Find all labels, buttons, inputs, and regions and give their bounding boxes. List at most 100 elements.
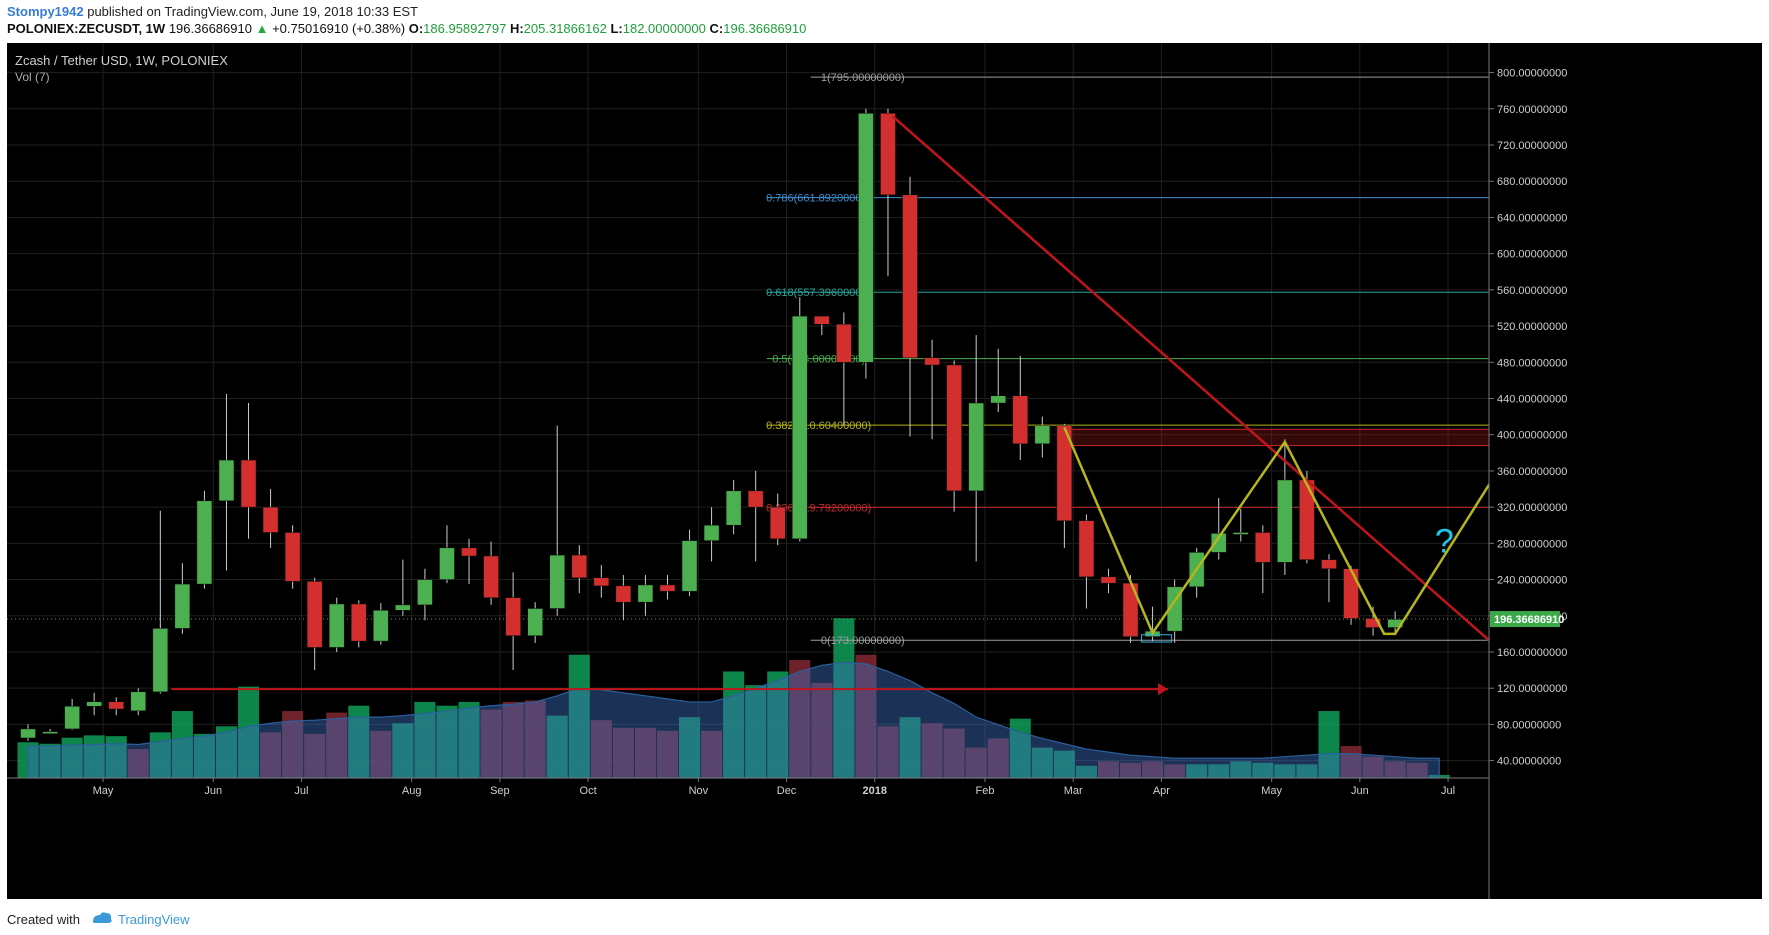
candle-up [439,547,455,580]
candle-up [152,628,169,693]
price-tick-label: 40.00000000 [1497,756,1561,768]
volume-bar [767,671,789,778]
open-label: O: [408,21,424,36]
volume-bar [612,727,634,778]
footer: Created with TradingView [0,900,1769,935]
volume-bar [855,654,877,778]
volume-bar [1362,756,1384,778]
candle-down [880,113,896,196]
volume-bar [987,738,1009,778]
price-tick-label: 760.00000000 [1497,104,1567,116]
resistance-zone [1063,428,1490,447]
price-tick-label: 280.00000000 [1497,538,1567,550]
candle-up [417,579,433,606]
candle-up [681,540,698,592]
ohlc-line: POLONIEX:ZECUSDT, 1W 196.36686910 ▲ +0.7… [7,21,806,36]
chart-symbol-title: Zcash / Tether USD, 1W, POLONIEX [15,53,228,68]
candle-up [1210,533,1227,553]
volume-bar [414,701,436,778]
candle-down [1056,425,1073,521]
candle-up [725,490,742,526]
volume-bar [679,717,701,778]
candle-down [1255,532,1271,563]
time-tick-label: 2018 [863,785,887,797]
tradingview-link[interactable]: TradingView [118,912,190,927]
price-chart[interactable]: 1(795.00000000) 0.786(661.89200000) 0.618(… [7,43,1762,899]
time-tick-label: May [93,785,114,797]
candle-down [593,577,610,587]
candle-up [637,584,654,603]
candle-down [461,547,477,557]
volume-bar [458,701,480,778]
volume-bar [1053,750,1075,778]
question-annotation: ? [1435,522,1454,560]
chart-panel[interactable]: 1(795.00000000) 0.786(661.89200000) 0.618(… [7,43,1762,899]
time-tick-label: Jun [204,785,222,797]
candle-up [20,728,36,739]
low-label: L: [610,21,623,36]
volume-bar [1230,761,1252,778]
volume-bar [392,723,414,778]
time-tick-label: Aug [402,785,422,797]
downtrend-line [891,115,1490,642]
candle-up [968,402,984,492]
publish-info: published on TradingView.com, June 19, 2… [87,4,418,19]
volume-bar [745,685,767,778]
close-value: 196.36686910 [723,21,807,36]
created-with-label: Created with [7,912,80,927]
fib-level-label: 1(795.00000000) [821,72,905,84]
volume-bar [965,747,987,778]
fib-level-label: 0.382(410.60400000) [766,420,871,432]
candle-down [306,581,323,648]
selection-box [1141,634,1173,643]
volume-bar [282,711,304,778]
volume-bar [1097,761,1119,778]
volume-bar [127,749,149,778]
candle-down [924,357,940,366]
price-tick-label: 80.00000000 [1497,719,1561,731]
candle-up [549,554,565,609]
fib-level-label: 0.618(557.39600000) [766,287,871,299]
arrow-head-icon [1158,683,1169,696]
last-price-tag [1490,611,1560,628]
time-tick-label: Sep [490,785,510,797]
candle-down [1365,618,1381,628]
price-tick-label: 640.00000000 [1497,212,1567,224]
volume-bar [656,730,678,778]
candle-down [351,603,367,642]
time-tick-label: May [1261,785,1282,797]
high-label: H: [509,21,524,36]
volume-bar [811,682,833,778]
volume-bar [238,686,260,778]
price-tick-label: 680.00000000 [1497,176,1567,188]
price-tick-label: 160.00000000 [1497,647,1567,659]
volume-bar [1031,747,1053,778]
candle-down [946,364,962,492]
volume-bar [943,728,965,778]
candle-down [483,555,499,598]
candle-down [571,554,588,578]
fib-level-label: 0.786(661.89200000) [766,193,871,205]
author-link[interactable]: Stompy1942 [7,4,84,19]
symbol-info: POLONIEX:ZECUSDT, 1W [7,21,166,36]
publish-line: Stompy1942 published on TradingView.com,… [7,4,418,19]
price-tick-label: 240.00000000 [1497,575,1567,587]
high-value: 205.31866162 [523,21,607,36]
candle-down [769,506,786,540]
last-price-tag-label: 196.36686910 [1494,614,1564,626]
volume-bar [899,717,921,778]
price-tick-label: 440.00000000 [1497,393,1567,405]
candle-down [659,584,676,592]
volume-indicator-label[interactable]: Vol (7) [15,70,50,84]
volume-bar [370,730,392,778]
candle-down [615,585,632,603]
volume-bar [61,737,83,778]
tradingview-logo-icon[interactable] [90,910,114,926]
price-axis-bg [1489,43,1762,899]
candle-down [1100,576,1117,584]
candle-up [130,691,147,712]
price-tick-label: 520.00000000 [1497,321,1567,333]
fib-level-label: 0.236(319.79200000) [766,502,871,514]
candle-up [373,610,389,642]
volume-bar [326,712,348,778]
